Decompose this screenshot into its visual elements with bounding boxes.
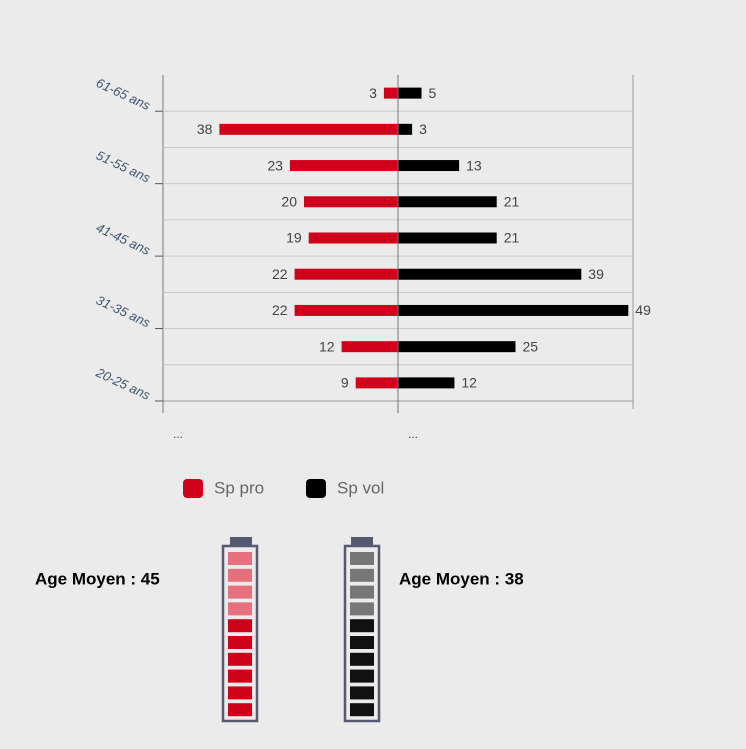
data-label: 21: [504, 230, 520, 246]
legend-label: Sp pro: [214, 478, 264, 497]
bar: [355, 377, 398, 389]
battery-segment: [228, 585, 252, 599]
data-label: 23: [267, 157, 283, 173]
data-label: 22: [272, 302, 288, 318]
data-label: 19: [286, 230, 302, 246]
bar: [341, 341, 398, 353]
bar: [308, 232, 398, 244]
bar: [383, 87, 398, 99]
battery-segment: [350, 619, 374, 633]
bar: [398, 232, 497, 244]
battery-segment: [228, 568, 252, 582]
bar: [398, 196, 497, 208]
data-label: 39: [588, 266, 604, 282]
bar: [398, 268, 582, 280]
battery-segment: [350, 552, 374, 565]
legend-label: Sp vol: [337, 478, 384, 497]
bar: [398, 341, 516, 353]
average-label: Age Moyen : 38: [399, 569, 524, 588]
battery-right: [343, 537, 381, 723]
x-tick-label: ...: [408, 427, 418, 441]
data-label: 5: [429, 85, 437, 101]
bar: [398, 123, 413, 135]
battery-segment: [228, 703, 252, 717]
battery-segment: [228, 652, 252, 666]
battery-segment: [350, 585, 374, 599]
battery-segment: [228, 686, 252, 700]
battery-segment: [350, 703, 374, 717]
legend-swatch: [183, 479, 203, 498]
battery-segment: [350, 652, 374, 666]
data-label: 25: [523, 338, 539, 354]
data-label: 12: [461, 375, 477, 391]
data-label: 3: [419, 121, 427, 137]
battery-segment: [350, 602, 374, 616]
bar: [219, 123, 398, 135]
data-label: 21: [504, 193, 520, 209]
battery-segment: [350, 669, 374, 683]
bar: [294, 304, 398, 316]
average-label: Age Moyen : 45: [35, 569, 160, 588]
data-label: 20: [281, 193, 297, 209]
battery-segment: [350, 686, 374, 700]
bar: [304, 196, 398, 208]
data-label: 9: [341, 375, 349, 391]
bar: [294, 268, 398, 280]
bar: [398, 160, 460, 172]
legend-swatch: [306, 479, 326, 498]
data-label: 22: [272, 266, 288, 282]
x-tick-label: ...: [173, 427, 183, 441]
battery-left: [221, 537, 259, 723]
battery-segment: [228, 669, 252, 683]
data-label: 49: [635, 302, 651, 318]
data-label: 12: [319, 338, 335, 354]
bar: [398, 377, 455, 389]
bar: [289, 160, 398, 172]
battery-segment: [228, 636, 252, 649]
data-label: 3: [369, 85, 377, 101]
bar: [398, 87, 422, 99]
battery-segment: [228, 552, 252, 565]
bar: [398, 304, 629, 316]
data-label: 38: [197, 121, 213, 137]
battery-segment: [350, 568, 374, 582]
data-label: 13: [466, 157, 482, 173]
battery-segment: [228, 619, 252, 633]
battery-segment: [228, 602, 252, 616]
battery-segment: [350, 636, 374, 649]
